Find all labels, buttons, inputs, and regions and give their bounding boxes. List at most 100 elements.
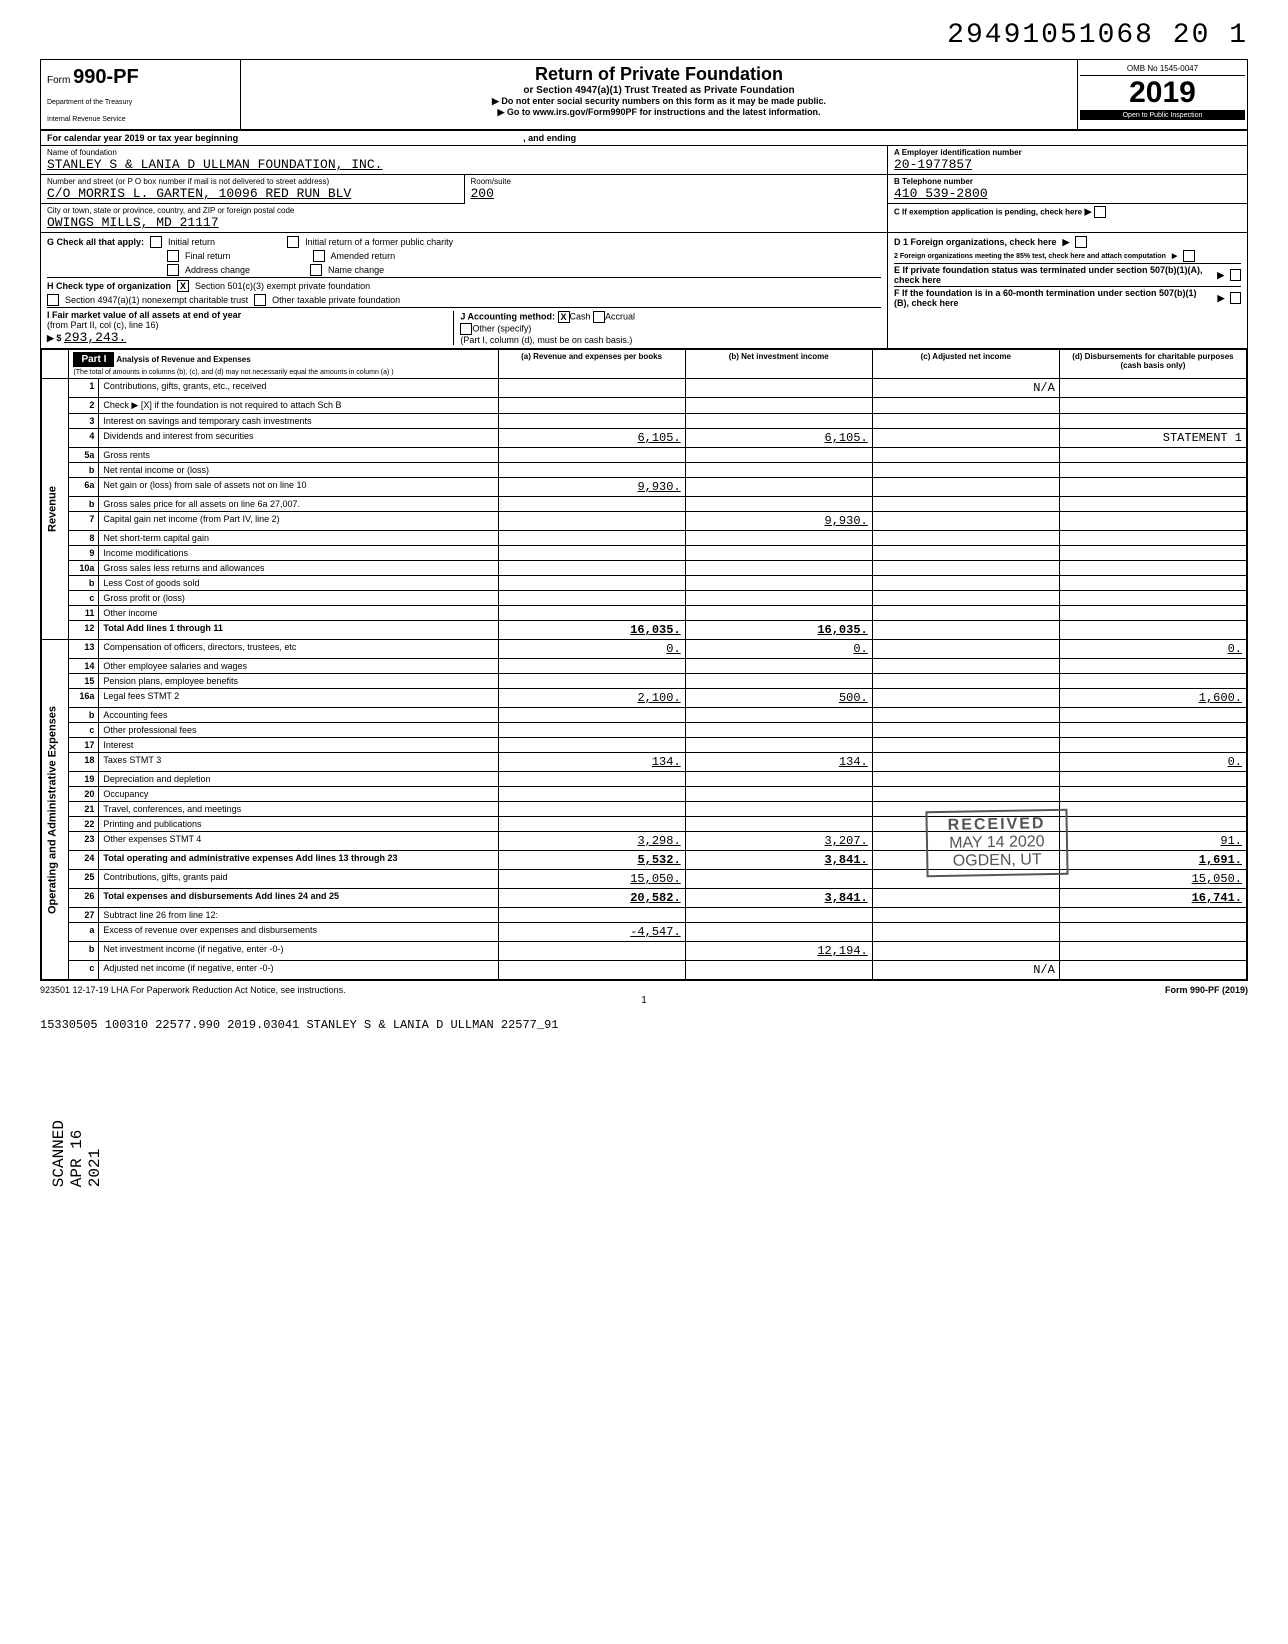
boxh-label: H Check type of organization [47, 281, 171, 291]
d2-checkbox[interactable] [1183, 250, 1195, 262]
g-final-checkbox[interactable] [167, 250, 179, 262]
row-number: 9 [69, 546, 99, 561]
room-label: Room/suite [471, 177, 882, 186]
table-row: 19Depreciation and depletion [42, 772, 1247, 787]
amount-cell [498, 379, 685, 398]
j-cash: Cash [570, 311, 591, 321]
g-opt5: Name change [328, 265, 384, 275]
amount-cell [872, 889, 1059, 908]
amount-cell [685, 463, 872, 478]
amount-cell [1059, 738, 1246, 753]
amount-cell [685, 817, 872, 832]
row-description: Occupancy [99, 787, 498, 802]
boxc-checkbox[interactable] [1094, 206, 1106, 218]
row-description: Net gain or (loss) from sale of assets n… [99, 478, 498, 497]
table-row: bGross sales price for all assets on lin… [42, 497, 1247, 512]
dln-number: 29491051068 20 1 [40, 20, 1248, 51]
boxd2-label: 2 Foreign organizations meeting the 85% … [894, 253, 1166, 260]
amount-cell [685, 738, 872, 753]
footer-right: Form 990-PF (2019) [1165, 985, 1248, 995]
amount-cell [872, 531, 1059, 546]
row-description: Capital gain net income (from Part IV, l… [99, 512, 498, 531]
amount-cell [1059, 531, 1246, 546]
row-number: 25 [69, 870, 99, 889]
amount-cell [498, 561, 685, 576]
amount-cell: 0. [498, 640, 685, 659]
part1-note: (The total of amounts in columns (b), (c… [73, 369, 393, 376]
row-description: Less Cost of goods sold [99, 576, 498, 591]
row-number: 27 [69, 908, 99, 923]
e-checkbox[interactable] [1230, 269, 1241, 281]
amount-cell: 500. [685, 689, 872, 708]
h-4947-checkbox[interactable] [47, 294, 59, 306]
amount-cell [872, 753, 1059, 772]
row-description: Other professional fees [99, 723, 498, 738]
col-d-header: (d) Disbursements for charitable purpose… [1059, 350, 1246, 379]
f-checkbox[interactable] [1230, 292, 1241, 304]
h-other-checkbox[interactable] [254, 294, 266, 306]
row-description: Depreciation and depletion [99, 772, 498, 787]
h-opt2: Section 4947(a)(1) nonexempt charitable … [65, 295, 248, 305]
amount-cell [1059, 674, 1246, 689]
amount-cell [872, 787, 1059, 802]
amount-cell: N/A [872, 961, 1059, 980]
row-number: b [69, 942, 99, 961]
amount-cell [1059, 923, 1246, 942]
amount-cell [498, 708, 685, 723]
amount-cell [685, 448, 872, 463]
g-initial-checkbox[interactable] [150, 236, 162, 248]
amount-cell [1059, 478, 1246, 497]
amount-cell [1059, 398, 1246, 414]
amount-cell: 1,600. [1059, 689, 1246, 708]
amount-cell [685, 398, 872, 414]
amount-cell [498, 512, 685, 531]
row-description: Taxes STMT 3 [99, 753, 498, 772]
g-opt1: Final return [185, 251, 231, 261]
street-value: C/O MORRIS L. GARTEN, 10096 RED RUN BLV [47, 186, 458, 201]
amount-cell [1059, 546, 1246, 561]
amount-cell [1059, 561, 1246, 576]
row-description: Dividends and interest from securities [99, 429, 498, 448]
row-description: Subtract line 26 from line 12: [99, 908, 498, 923]
table-row: cGross profit or (loss) [42, 591, 1247, 606]
j-note: (Part I, column (d), must be on cash bas… [460, 335, 632, 345]
amount-cell [872, 414, 1059, 429]
row-description: Travel, conferences, and meetings [99, 802, 498, 817]
amount-cell: 3,298. [498, 832, 685, 851]
expenses-section-label: Operating and Administrative Expenses [42, 640, 69, 980]
amount-cell: 6,105. [498, 429, 685, 448]
amount-cell [872, 708, 1059, 723]
g-amended-checkbox[interactable] [313, 250, 325, 262]
form-title: Return of Private Foundation [249, 64, 1069, 85]
amount-cell [872, 674, 1059, 689]
j-cash-checkbox[interactable] [558, 311, 570, 323]
j-accrual-checkbox[interactable] [593, 311, 605, 323]
amount-cell [498, 674, 685, 689]
amount-cell [1059, 817, 1246, 832]
amount-cell [498, 659, 685, 674]
row-description: Other employee salaries and wages [99, 659, 498, 674]
j-other-checkbox[interactable] [460, 323, 472, 335]
calyear-ending: , and ending [523, 133, 576, 143]
table-row: 12Total Add lines 1 through 1116,035.16,… [42, 621, 1247, 640]
amount-cell [872, 640, 1059, 659]
g-address-checkbox[interactable] [167, 264, 179, 276]
amount-cell [1059, 591, 1246, 606]
amount-cell [685, 531, 872, 546]
amount-cell [685, 674, 872, 689]
form-prefix: Form [47, 75, 70, 86]
table-row: bAccounting fees [42, 708, 1247, 723]
g-former-checkbox[interactable] [287, 236, 299, 248]
amount-cell [1059, 379, 1246, 398]
amount-cell [685, 723, 872, 738]
row-description: Pension plans, employee benefits [99, 674, 498, 689]
city-value: OWINGS MILLS, MD 21117 [47, 215, 881, 230]
row-description: Interest on savings and temporary cash i… [99, 414, 498, 429]
row-number: c [69, 723, 99, 738]
d1-checkbox[interactable] [1075, 236, 1087, 248]
h-501c3-checkbox[interactable] [177, 280, 189, 292]
g-name-checkbox[interactable] [310, 264, 322, 276]
amount-cell: 134. [498, 753, 685, 772]
amount-cell: STATEMENT 1 [1059, 429, 1246, 448]
j-accrual: Accrual [605, 311, 635, 321]
